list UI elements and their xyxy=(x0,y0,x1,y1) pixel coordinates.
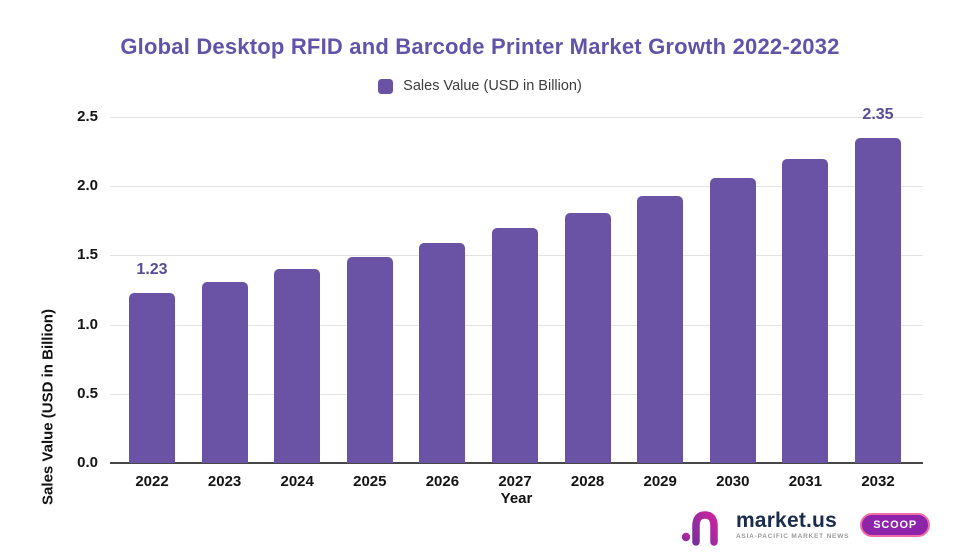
bar xyxy=(274,269,321,463)
bar-value-label: 2.35 xyxy=(862,105,894,123)
gridline xyxy=(110,117,923,118)
bar xyxy=(637,195,684,463)
x-tick-label: 2032 xyxy=(861,473,895,490)
x-tick-label: 2023 xyxy=(207,473,242,490)
brand-tagline: ASIA-PACIFIC MARKET NEWS xyxy=(735,532,850,540)
bar xyxy=(782,158,829,463)
plot-area: Sales Value (USD in Billion) 0.0 0.5 1.0 1.… xyxy=(40,106,923,505)
bar xyxy=(346,256,393,463)
gridline xyxy=(110,186,923,188)
y-tick-label: 1.0 xyxy=(77,315,98,333)
marketus-logo-icon xyxy=(681,508,727,546)
x-tick-label: 2030 xyxy=(716,473,750,490)
brand-footer: market.us ASIA-PACIFIC MARKET NEWS SCOOP xyxy=(681,504,930,546)
y-tick-label: 0.5 xyxy=(77,384,98,402)
legend-swatch-icon xyxy=(378,78,394,94)
bar xyxy=(492,227,538,463)
x-tick-label: 2031 xyxy=(788,473,823,490)
bar-value-label: 1.23 xyxy=(136,260,168,278)
x-axis-title: Year xyxy=(500,490,533,507)
x-tick-label: 2025 xyxy=(353,473,387,490)
y-tick-label: 2.5 xyxy=(77,108,98,125)
x-tick-label: 2026 xyxy=(425,473,460,490)
bar xyxy=(564,212,611,463)
x-tick-label: 2028 xyxy=(570,473,605,490)
x-tick-label: 2024 xyxy=(280,473,314,490)
y-tick-label: 2.0 xyxy=(77,177,98,195)
x-tick-label: 2029 xyxy=(643,473,677,490)
legend: Sales Value (USD in Billion) xyxy=(0,78,960,94)
bar xyxy=(709,177,756,463)
legend-label: Sales Value (USD in Billion) xyxy=(403,78,582,94)
bar xyxy=(419,242,466,463)
bar xyxy=(855,137,901,463)
scoop-badge: SCOOP xyxy=(860,513,930,537)
y-tick-label: 1.5 xyxy=(77,246,98,264)
y-axis-title: Sales Value (USD in Billion) xyxy=(39,309,57,505)
bar xyxy=(201,281,248,463)
x-axis-baseline xyxy=(110,462,923,464)
chart-title: Global Desktop RFID and Barcode Printer … xyxy=(120,34,840,59)
bar xyxy=(129,292,175,463)
brand-text-block: market.us ASIA-PACIFIC MARKET NEWS xyxy=(736,510,849,541)
y-tick-label: 0.0 xyxy=(77,454,98,471)
brand-name: market.us xyxy=(735,508,837,532)
x-tick-label: 2022 xyxy=(135,473,169,490)
x-tick-label: 2027 xyxy=(498,473,532,490)
